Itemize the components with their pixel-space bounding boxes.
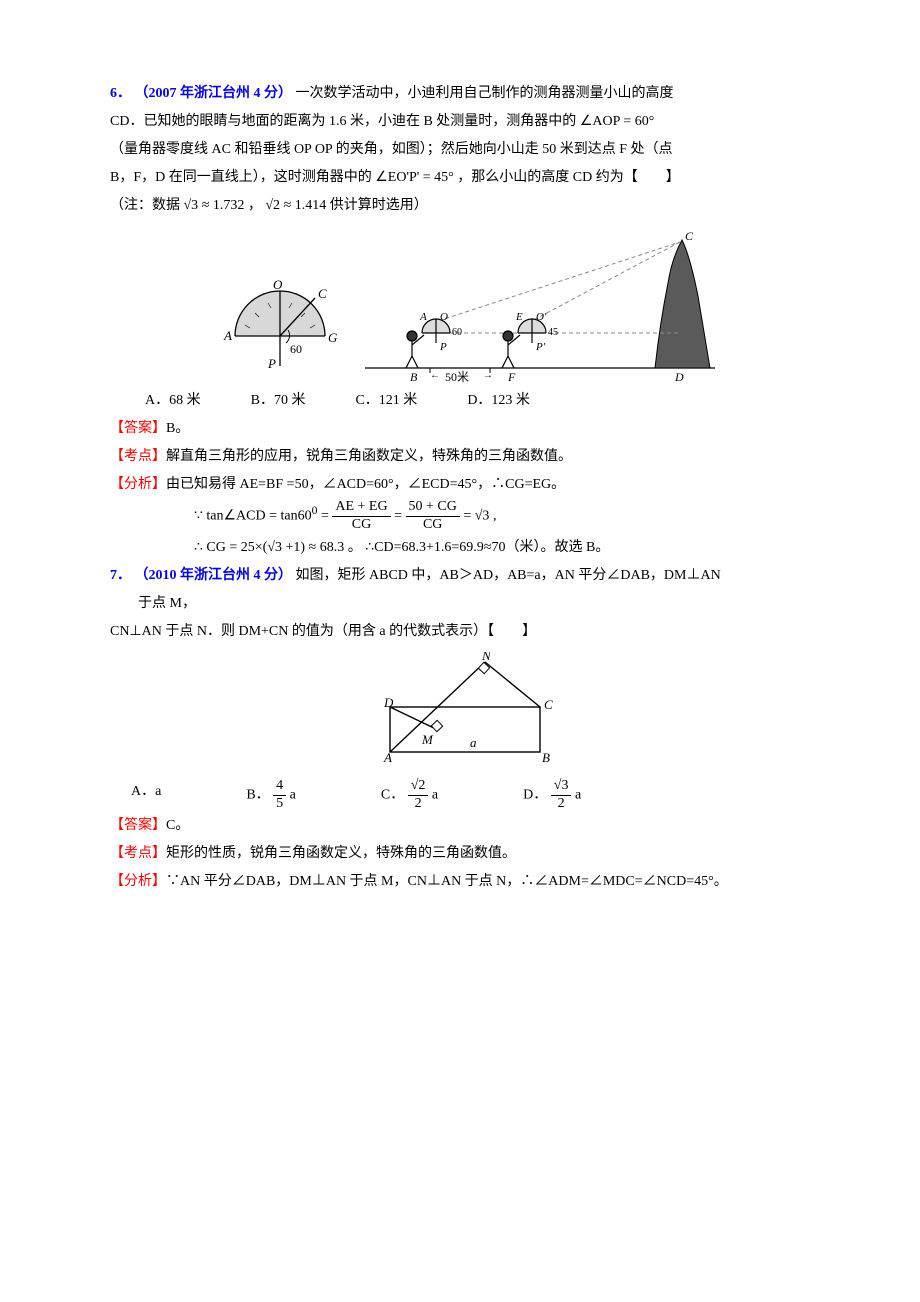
svg-text:→: → [483,370,493,381]
q6-option-d: D．123 米 [467,387,530,415]
svg-text:G: G [328,330,338,345]
svg-text:O: O [440,311,448,323]
q6-fenxi-1: 【分析】由已知易得 AE=BF =50，∠ACD=60°，∠ECD=45°，∴C… [110,471,820,499]
q6-note: （注：数据 √3 ≈ 1.732 ， √2 ≈ 1.414 供计算时选用） [110,192,820,220]
q7-source: （2010 年浙江台州 4 分） [135,568,293,583]
q6-stem-part1: 一次数学活动中，小迪利用自己制作的测角器测量小山的高度 [296,86,674,101]
q6-stem-line3: （量角器零度线 AC 和铅垂线 OP OP 的夹角，如图）；然后她向小山走 50… [110,136,820,164]
svg-text:50米: 50米 [445,370,469,383]
q6-option-c: C．121 米 [355,387,417,415]
svg-text:P: P [439,341,447,353]
svg-text:A: A [383,750,392,765]
svg-text:C: C [685,229,694,243]
svg-text:D: D [383,695,394,710]
svg-text:F: F [507,370,516,383]
svg-text:←: ← [430,370,440,381]
svg-text:A: A [419,311,427,323]
svg-text:O': O' [536,311,547,323]
q6-option-b: B．70 米 [251,387,306,415]
q7-option-d: D． √32 a [523,778,581,813]
q6-fig2: A O P 60 E O' P' 45 B F D C 50米 ← → [360,228,720,383]
svg-text:P': P' [535,341,546,353]
q6-stem-line1: 6． （2007 年浙江台州 4 分） 一次数学活动中，小迪利用自己制作的测角器… [110,80,820,108]
svg-text:C: C [318,286,327,301]
svg-text:P: P [267,356,276,371]
q6-number: 6． [110,86,131,101]
q6-figures: O C A G P 60 [110,228,820,383]
q7-stem-line2: 于点 M， [110,590,820,618]
q7-options: A．a B． 45 a C． √22 a D． √32 a [131,778,820,813]
svg-text:a: a [470,735,477,750]
svg-text:M: M [421,732,434,747]
q7-stem-line1: 7． （2010 年浙江台州 4 分） 如图，矩形 ABCD 中，AB＞AD，A… [110,562,820,590]
svg-text:D: D [674,370,684,383]
q7-answer: 【答案】C。 [110,812,820,840]
q6-stem-line4: B，F，D 在同一直线上），这时测角器中的 ∠EO'P' = 45° ，那么小山… [110,164,820,192]
svg-text:60: 60 [452,327,462,338]
svg-text:A: A [223,328,232,343]
svg-text:45: 45 [548,327,558,338]
q6-source: （2007 年浙江台州 4 分） [135,86,293,101]
q7-option-c: C． √22 a [381,778,438,813]
q7-stem-line3: CN⊥AN 于点 N．则 DM+CN 的值为（用含 a 的代数式表示）【 】 [110,618,820,646]
q7-number: 7． [110,568,131,583]
q7-stem-part1: 如图，矩形 ABCD 中，AB＞AD，AB=a，AN 平分∠DAB，DM⊥AN [296,568,721,583]
q6-kaodian: 【考点】解直角三角形的应用，锐角三角函数定义，特殊角的三角函数值。 [110,443,820,471]
svg-text:B: B [542,750,550,765]
svg-text:60: 60 [290,342,302,356]
svg-text:N: N [481,652,492,663]
q6-fig1: O C A G P 60 [210,268,350,383]
q7-kaodian: 【考点】矩形的性质，锐角三角函数定义，特殊角的三角函数值。 [110,840,820,868]
q7-option-b: B． 45 a [246,778,296,813]
q6-option-a: A．68 米 [145,387,201,415]
svg-text:E: E [515,311,523,323]
q7-fenxi: 【分析】∵AN 平分∠DAB，DM⊥AN 于点 M，CN⊥AN 于点 N，∴∠A… [110,868,820,896]
svg-text:C: C [544,697,553,712]
q6-answer: 【答案】B。 [110,415,820,443]
svg-text:B: B [410,370,418,383]
q6-options: A．68 米 B．70 米 C．121 米 D．123 米 [145,387,820,415]
q7-figure: D C A B M N a [110,652,820,772]
q6-stem-line2: CD．已知她的眼睛与地面的距离为 1.6 米，小迪在 B 处测量时，测角器中的 … [110,108,820,136]
q7-option-a: A．a [131,778,161,813]
q6-fenxi-eq1: ∵ tan∠ACD = tan600 = AE + EGCG = 50 + CG… [194,499,820,534]
svg-text:O: O [273,277,283,292]
q6-fenxi-eq2: ∴ CG = 25×(√3 +1) ≈ 68.3 。 ∴CD=68.3+1.6=… [194,534,820,562]
